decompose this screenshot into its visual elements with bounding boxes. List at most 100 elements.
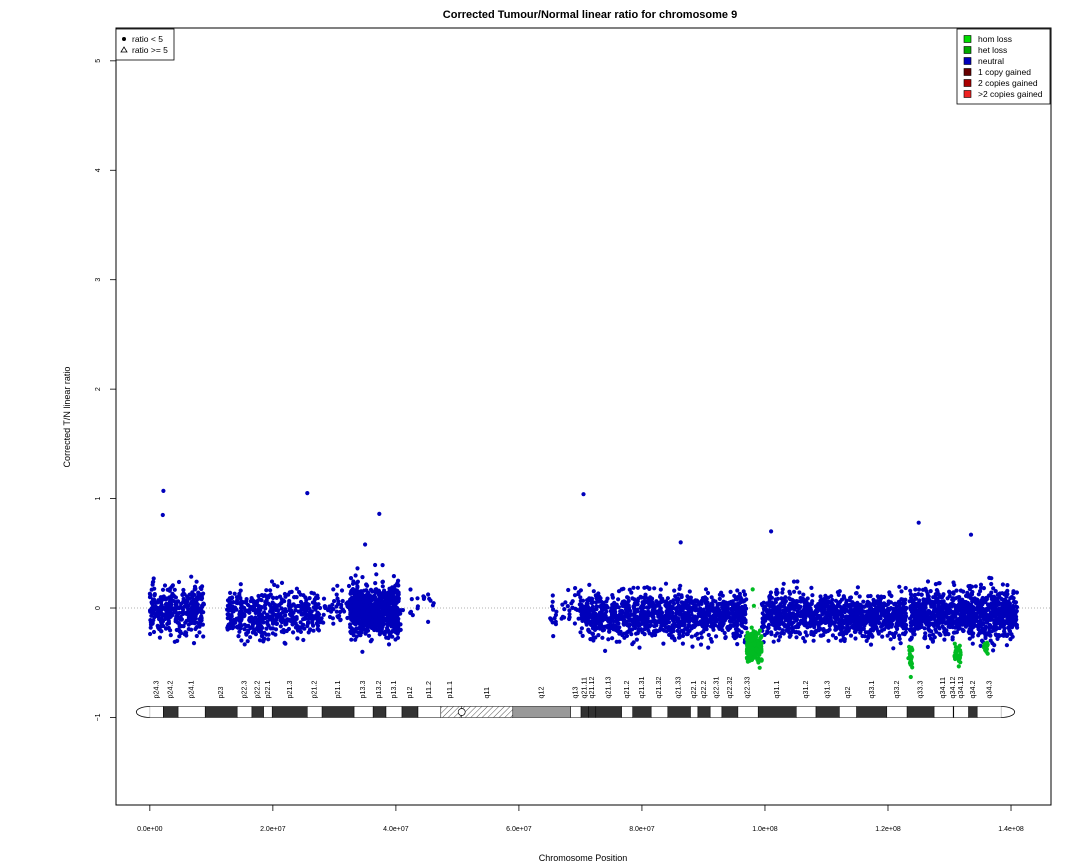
- data-point: [159, 603, 164, 608]
- data-point: [364, 582, 369, 588]
- data-point: [645, 585, 650, 590]
- data-point: [160, 618, 165, 624]
- data-point: [780, 590, 785, 595]
- data-point: [809, 601, 814, 607]
- data-point: [671, 614, 676, 619]
- data-point: [415, 596, 420, 601]
- data-point: [309, 609, 314, 614]
- data-point: [366, 633, 372, 638]
- data-point: [174, 601, 179, 606]
- data-point: [693, 633, 698, 638]
- data-point: [316, 613, 321, 619]
- data-point: [699, 622, 704, 628]
- data-point: [249, 596, 254, 601]
- data-point: [189, 605, 194, 610]
- data-point: [951, 590, 956, 595]
- data-point: [346, 583, 352, 589]
- data-point: [794, 635, 799, 640]
- data-point: [951, 598, 956, 603]
- data-point: [271, 612, 276, 618]
- data-point: [823, 610, 828, 615]
- data-point: [711, 613, 716, 619]
- data-point: [1010, 625, 1015, 630]
- data-point: [358, 621, 363, 626]
- data-point: [708, 619, 713, 624]
- data-point: [244, 608, 249, 614]
- data-point: [876, 630, 881, 635]
- data-point: [278, 624, 283, 629]
- data-point: [774, 626, 779, 631]
- data-point: [360, 649, 365, 654]
- data-point: [377, 597, 382, 602]
- data-point: [725, 604, 730, 609]
- data-point: [885, 623, 890, 628]
- data-point: [150, 580, 155, 585]
- data-point: [364, 629, 369, 634]
- data-point: [644, 605, 650, 610]
- data-point: [685, 631, 690, 637]
- data-point: [863, 630, 868, 635]
- data-point: [305, 623, 310, 629]
- data-point: [193, 626, 198, 632]
- data-point: [767, 616, 772, 621]
- data-point: [787, 606, 792, 611]
- data-point: [781, 581, 786, 586]
- data-point: [870, 621, 875, 626]
- data-point: [394, 605, 399, 610]
- data-point: [728, 589, 733, 595]
- data-point: [635, 585, 641, 590]
- data-point: [876, 615, 881, 621]
- data-point: [321, 612, 326, 617]
- data-point: [690, 599, 695, 604]
- data-point: [940, 608, 945, 613]
- data-point: [761, 619, 766, 624]
- data-point: [858, 602, 863, 608]
- data-point: [168, 614, 173, 619]
- data-point: [350, 581, 356, 586]
- data-point: [149, 600, 154, 605]
- data-point: [194, 579, 199, 584]
- data-point: [611, 619, 616, 624]
- data-point: [692, 620, 698, 625]
- data-point: [897, 615, 903, 620]
- data-point: [273, 627, 279, 632]
- data-point: [638, 614, 644, 620]
- data-point: [274, 595, 279, 601]
- data-point: [318, 605, 323, 611]
- data-point: [334, 592, 339, 597]
- data-point: [373, 590, 378, 595]
- data-point: [886, 602, 891, 607]
- data-point: [270, 617, 275, 622]
- data-point: [578, 630, 583, 635]
- data-point: [973, 611, 978, 617]
- data-point: [387, 595, 392, 601]
- data-point: [234, 616, 239, 621]
- data-point: [871, 628, 876, 633]
- data-point: [594, 596, 599, 601]
- data-point: [679, 600, 684, 605]
- data-point: [613, 606, 618, 611]
- data-point: [791, 579, 797, 584]
- data-point: [884, 619, 890, 624]
- data-point: [567, 608, 572, 613]
- data-point: [233, 606, 238, 611]
- data-point: [667, 632, 672, 638]
- data-point: [773, 597, 778, 602]
- data-point: [671, 601, 677, 606]
- data-point: [427, 596, 432, 601]
- data-point: [348, 622, 353, 627]
- data-point: [991, 648, 996, 653]
- data-point: [573, 606, 578, 612]
- data-point: [921, 597, 926, 602]
- data-point: [168, 633, 173, 638]
- data-point: [637, 623, 642, 628]
- data-point: [179, 605, 184, 610]
- data-point: [172, 587, 177, 592]
- data-point: [794, 624, 799, 629]
- data-point: [733, 597, 738, 602]
- data-point: [795, 613, 800, 618]
- data-point: [827, 621, 833, 626]
- data-point: [891, 646, 896, 651]
- data-point: [355, 585, 360, 590]
